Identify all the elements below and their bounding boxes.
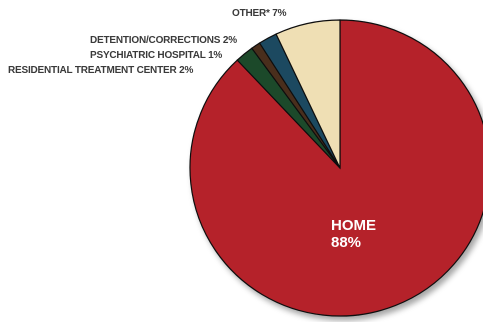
slice-label-home-value: 88% xyxy=(331,234,361,251)
slice-label-residential-treatment-center: RESIDENTIAL TREATMENT CENTER 2% xyxy=(8,65,193,76)
pie-slice-home xyxy=(189,19,483,317)
slice-label-detention-corrections: DETENTION/CORRECTIONS 2% xyxy=(90,35,237,46)
pie-labels: OTHER* 7% DETENTION/CORRECTIONS 2% PSYCH… xyxy=(8,8,376,251)
slice-label-other: OTHER* 7% xyxy=(232,8,287,19)
slice-label-psychiatric-hospital: PSYCHIATRIC HOSPITAL 1% xyxy=(90,50,222,61)
slice-label-home-name: HOME xyxy=(331,217,376,234)
pie-slice-other xyxy=(275,19,341,169)
pie-slices xyxy=(189,19,483,317)
